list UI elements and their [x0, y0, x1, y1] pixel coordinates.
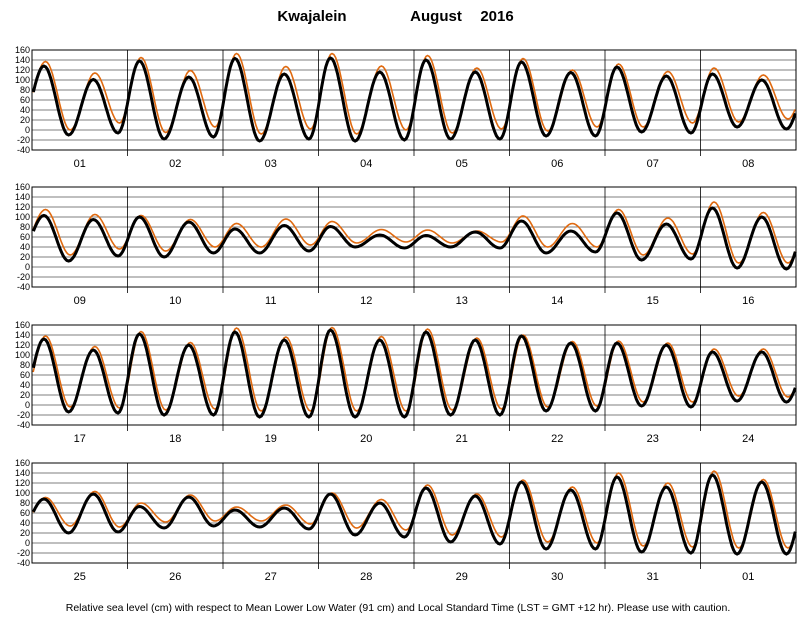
day-label: 01: [74, 158, 86, 170]
day-label: 27: [265, 571, 277, 583]
y-tick-label: 60: [20, 370, 30, 380]
day-label: 04: [360, 158, 372, 170]
day-label: 12: [360, 295, 372, 307]
day-label: 13: [456, 295, 468, 307]
y-tick-label: 120: [15, 202, 30, 212]
y-tick-label: 100: [15, 75, 30, 85]
observed-series-line: [31, 328, 797, 419]
day-label: 16: [742, 295, 754, 307]
day-label: 22: [551, 433, 563, 445]
observed-series-line: [31, 56, 797, 143]
observed-series-line: [32, 473, 797, 556]
day-label: 01: [742, 571, 754, 583]
panel-frame: [31, 186, 797, 288]
day-label: 05: [456, 158, 468, 170]
day-label: 09: [74, 295, 86, 307]
chart-title-month: August: [410, 8, 462, 25]
y-tick-label: 80: [20, 360, 30, 370]
y-tick-label: 80: [20, 222, 30, 232]
day-label: 24: [742, 433, 754, 445]
y-tick-label: 40: [20, 380, 30, 390]
day-label: 23: [647, 433, 659, 445]
day-label: 03: [265, 158, 277, 170]
chart-footnote: Relative sea level (cm) with respect to …: [66, 602, 731, 614]
y-tick-label: 100: [15, 488, 30, 498]
day-label: 29: [456, 571, 468, 583]
day-label: 19: [265, 433, 277, 445]
day-label: 18: [169, 433, 181, 445]
y-tick-label: 20: [20, 252, 30, 262]
y-tick-label: 40: [20, 105, 30, 115]
y-tick-label: 20: [20, 528, 30, 538]
panel-frame: [31, 462, 797, 564]
y-tick-label: 40: [20, 242, 30, 252]
y-tick-label: 60: [20, 95, 30, 105]
day-label: 11: [265, 295, 276, 307]
chart-title-year: 2016: [480, 8, 513, 25]
y-tick-label: 40: [20, 518, 30, 528]
day-label: 28: [360, 571, 372, 583]
predicted-series-line: [32, 201, 796, 264]
y-tick-label: 140: [15, 468, 30, 478]
day-label: 15: [647, 295, 659, 307]
y-tick-label: 140: [15, 192, 30, 202]
y-tick-label: 160: [15, 45, 30, 55]
y-tick-label: -40: [17, 420, 30, 430]
day-label: 26: [169, 571, 181, 583]
day-label: 21: [456, 433, 468, 445]
day-label: 31: [647, 571, 659, 583]
day-label: 08: [742, 158, 754, 170]
y-tick-label: 120: [15, 478, 30, 488]
y-tick-label: 60: [20, 232, 30, 242]
y-tick-label: -20: [17, 135, 30, 145]
y-tick-label: -20: [17, 272, 30, 282]
day-label: 14: [551, 295, 563, 307]
panel-frame: [31, 49, 797, 151]
y-tick-label: -40: [17, 282, 30, 292]
day-label: 30: [551, 571, 563, 583]
y-tick-label: -20: [17, 410, 30, 420]
y-tick-label: 0: [25, 538, 30, 548]
y-tick-label: 140: [15, 55, 30, 65]
y-tick-label: 120: [15, 65, 30, 75]
y-tick-label: 0: [25, 125, 30, 135]
y-tick-label: 20: [20, 115, 30, 125]
y-tick-label: 80: [20, 85, 30, 95]
y-tick-label: 140: [15, 330, 30, 340]
day-label: 25: [74, 571, 86, 583]
y-tick-label: 0: [25, 262, 30, 272]
y-tick-label: 20: [20, 390, 30, 400]
chart-title-station: Kwajalein: [277, 8, 346, 25]
y-tick-label: 120: [15, 340, 30, 350]
y-tick-label: 80: [20, 498, 30, 508]
y-tick-label: 160: [15, 182, 30, 192]
y-tick-label: 100: [15, 212, 30, 222]
y-tick-label: -40: [17, 558, 30, 568]
y-tick-label: -20: [17, 548, 30, 558]
y-tick-label: 160: [15, 458, 30, 468]
day-label: 17: [74, 433, 86, 445]
day-label: 20: [360, 433, 372, 445]
y-tick-label: 100: [15, 350, 30, 360]
day-label: 02: [169, 158, 181, 170]
day-label: 07: [647, 158, 659, 170]
y-tick-label: 60: [20, 508, 30, 518]
y-tick-label: 160: [15, 320, 30, 330]
observed-series-line: [32, 206, 797, 271]
day-label: 10: [169, 295, 181, 307]
day-label: 06: [551, 158, 563, 170]
y-tick-label: -40: [17, 145, 30, 155]
y-tick-label: 0: [25, 400, 30, 410]
panel-frame: [31, 324, 797, 426]
